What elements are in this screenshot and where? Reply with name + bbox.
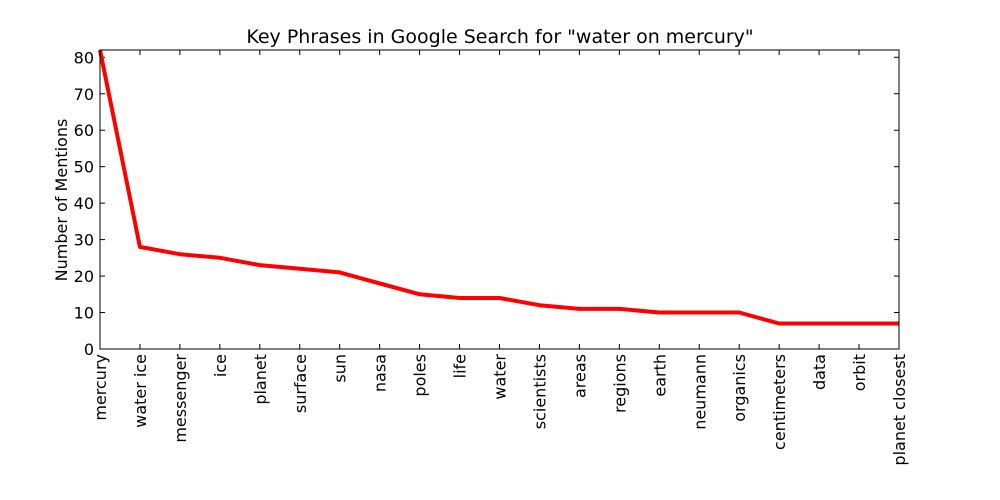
data-point [858, 322, 860, 324]
x-tick-label: nasa [371, 354, 390, 392]
x-tick-label: sun [331, 354, 350, 383]
x-tick-label: water ice [131, 354, 150, 428]
data-point [339, 271, 341, 273]
data-point [658, 312, 660, 314]
data-point [139, 246, 141, 248]
data-point [618, 308, 620, 310]
x-tick-label: scientists [530, 354, 549, 429]
y-tick-label: 80 [74, 48, 94, 67]
data-point [299, 268, 301, 270]
x-tick-label: mercury [91, 354, 110, 421]
x-tick-label: water [491, 354, 510, 400]
y-tick-label: 40 [74, 194, 94, 213]
data-point [459, 297, 461, 299]
x-tick-label: earth [650, 354, 669, 397]
x-tick-label: planet [251, 354, 270, 405]
y-tick-label: 20 [74, 267, 94, 286]
data-point [778, 322, 780, 324]
y-tick-label: 60 [74, 121, 94, 140]
x-tick-label: data [810, 354, 829, 390]
x-tick-label: messenger [171, 354, 190, 443]
data-point [419, 293, 421, 295]
y-tick-label: 30 [74, 231, 94, 250]
x-tick-label: ice [211, 354, 230, 377]
data-point [738, 312, 740, 314]
data-point [259, 264, 261, 266]
y-tick-label: 50 [74, 158, 94, 177]
data-point [219, 257, 221, 259]
x-tick-label: centimeters [770, 354, 789, 450]
data-point [379, 282, 381, 284]
chart-marks: 0 10 20 30 40 50 60 70 80 mercury water ice messeng… [74, 48, 909, 465]
y-tick-label: 0 [84, 340, 94, 359]
y-tick-label: 10 [74, 304, 94, 323]
x-tick-label: orbit [850, 354, 869, 391]
data-point [698, 312, 700, 314]
data-point [179, 253, 181, 255]
x-tick-label: areas [570, 354, 589, 398]
chart-title: Key Phrases in Google Search for "water … [246, 26, 753, 48]
y-axis-label: Number of Mentions [52, 119, 71, 282]
data-point [538, 304, 540, 306]
data-point [578, 308, 580, 310]
plot-frame [99, 49, 900, 350]
x-tick-label: organics [730, 354, 749, 422]
x-tick-label: poles [411, 354, 430, 397]
data-point [818, 322, 820, 324]
x-tick-label: surface [291, 354, 310, 413]
x-tick-label: life [451, 354, 470, 378]
x-tick-label: neumann [690, 354, 709, 430]
y-tick-label: 70 [74, 85, 94, 104]
x-tick-label: regions [610, 354, 629, 413]
x-tick-label: planet closest [890, 354, 909, 466]
series-line [98, 49, 899, 326]
data-point [499, 297, 500, 299]
